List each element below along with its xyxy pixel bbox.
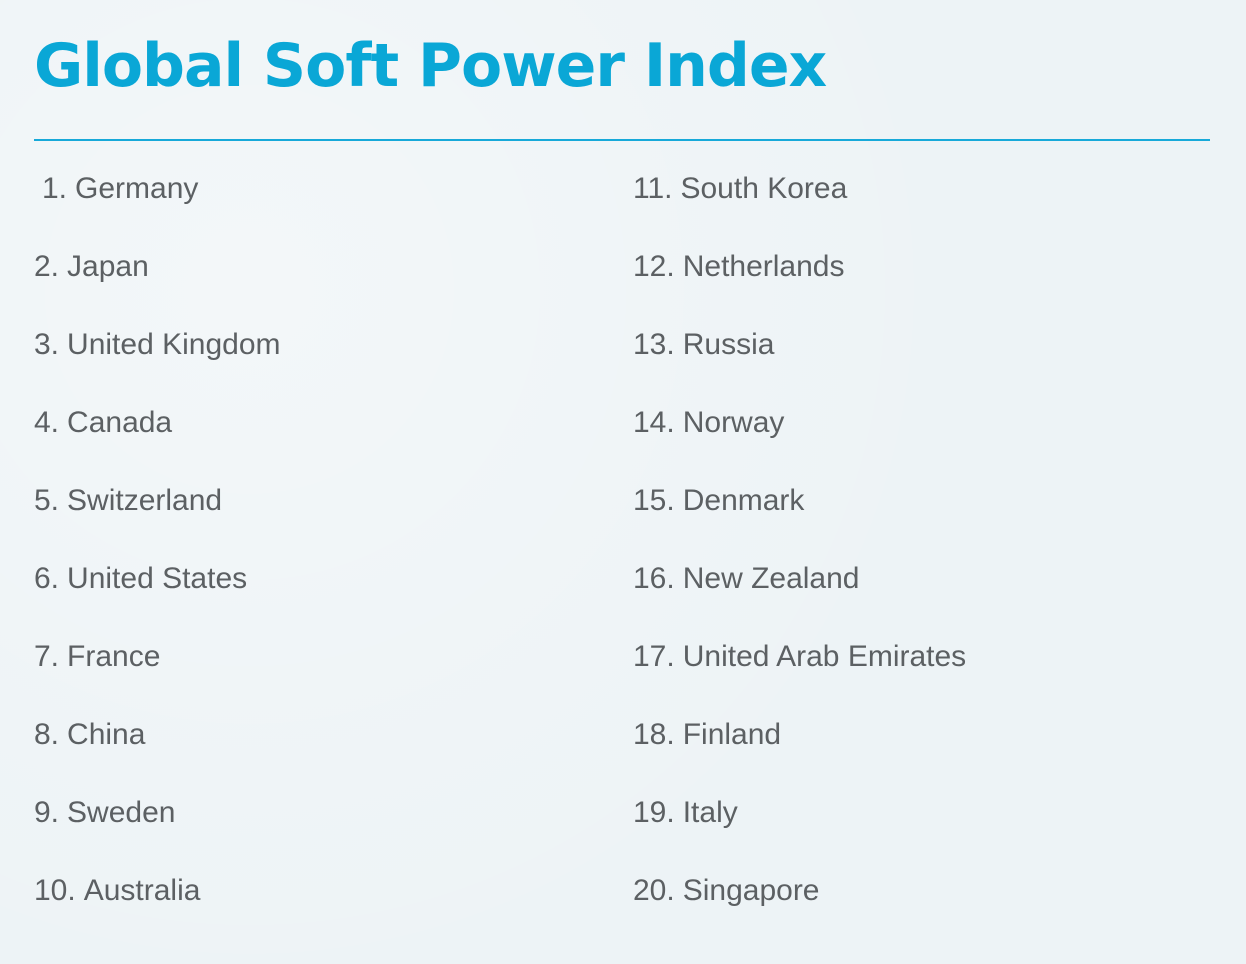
country-name: Japan (67, 250, 149, 283)
rank-number: 4. (34, 406, 60, 439)
ranking-item: 4. Canada (34, 394, 594, 472)
rank-number: 7. (34, 640, 60, 673)
country-name: China (67, 718, 146, 751)
rank-number: 14. (633, 406, 675, 439)
rank-number: 16. (633, 562, 675, 595)
country-name: South Korea (680, 172, 848, 205)
ranking-item: 8. China (34, 706, 594, 784)
rank-number: 8. (34, 718, 60, 751)
country-name: Denmark (682, 484, 805, 517)
rank-number: 18. (633, 718, 675, 751)
ranking-item: 10. Australia (34, 862, 594, 940)
ranking-item: 17. United Arab Emirates (633, 628, 1193, 706)
ranking-item: 14. Norway (633, 394, 1193, 472)
ranking-item: 3. United Kingdom (34, 316, 594, 394)
country-name: Singapore (682, 874, 820, 907)
ranking-item: 11. South Korea (633, 160, 1193, 238)
ranking-item: 2. Japan (34, 238, 594, 316)
ranking-item: 6. United States (34, 550, 594, 628)
rank-number: 17. (633, 640, 675, 673)
ranking-item: 13. Russia (633, 316, 1193, 394)
country-name: United States (67, 562, 248, 595)
country-name: Finland (682, 718, 782, 751)
rank-number: 15. (633, 484, 675, 517)
country-name: Canada (67, 406, 173, 439)
ranking-item: 7. France (34, 628, 594, 706)
rank-number: 3. (34, 328, 60, 361)
rankings-list-left: 1. Germany 2. Japan 3. United Kingdom 4. Can… (34, 160, 594, 940)
country-name: Netherlands (682, 250, 845, 283)
country-name: United Arab Emirates (682, 640, 967, 673)
ranking-item: 9. Sweden (34, 784, 594, 862)
ranking-item: 16. New Zealand (633, 550, 1193, 628)
title-divider (34, 139, 1210, 141)
ranking-item: 12. Netherlands (633, 238, 1193, 316)
page-title: Global Soft Power Index (34, 31, 827, 101)
rank-number: 13. (633, 328, 675, 361)
country-name: France (67, 640, 161, 673)
ranking-item: 20. Singapore (633, 862, 1193, 940)
ranking-item: 15. Denmark (633, 472, 1193, 550)
rank-number: 11. (633, 172, 673, 205)
ranking-item: 19. Italy (633, 784, 1193, 862)
ranking-item: 5. Switzerland (34, 472, 594, 550)
country-name: Sweden (67, 796, 176, 829)
country-name: Norway (682, 406, 785, 439)
country-name: Russia (682, 328, 775, 361)
rank-number: 9. (34, 796, 60, 829)
country-name: Germany (75, 172, 199, 205)
rank-number: 5. (34, 484, 60, 517)
rank-number: 1. (42, 172, 68, 205)
ranking-item: 1. Germany (34, 160, 594, 238)
ranking-item: 18. Finland (633, 706, 1193, 784)
rank-number: 6. (34, 562, 60, 595)
rank-number: 12. (633, 250, 675, 283)
country-name: Switzerland (67, 484, 223, 517)
country-name: Italy (682, 796, 738, 829)
rank-number: 10. (34, 874, 76, 907)
country-name: United Kingdom (67, 328, 281, 361)
country-name: New Zealand (682, 562, 860, 595)
country-name: Australia (83, 874, 201, 907)
rank-number: 2. (34, 250, 60, 283)
rank-number: 19. (633, 796, 675, 829)
rank-number: 20. (633, 874, 675, 907)
rankings-list-right: 11. South Korea 12. Netherlands 13. Russia … (633, 160, 1193, 940)
